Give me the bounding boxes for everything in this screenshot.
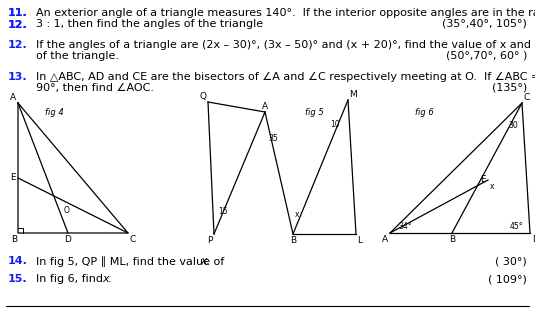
Text: B: B <box>449 235 455 244</box>
Text: fig 5: fig 5 <box>305 108 324 117</box>
Text: 30: 30 <box>508 121 518 130</box>
Text: 12.: 12. <box>8 40 28 50</box>
Text: 15.: 15. <box>8 274 28 284</box>
Text: 12.: 12. <box>8 20 28 30</box>
Text: x: x <box>295 210 300 219</box>
Text: (50°,70°, 60° ): (50°,70°, 60° ) <box>446 51 527 61</box>
Text: 15: 15 <box>218 207 227 216</box>
Text: L: L <box>357 236 362 245</box>
Text: P: P <box>207 236 212 245</box>
Text: Q: Q <box>199 92 206 101</box>
Text: 11.: 11. <box>8 8 28 18</box>
Text: x.: x. <box>201 256 211 266</box>
Text: 3 : 1, then find the angles of the triangle: 3 : 1, then find the angles of the trian… <box>36 19 263 29</box>
Text: A: A <box>382 235 388 244</box>
Text: If the angles of a triangle are (2x – 30)°, (3x – 50)° and (x + 20)°, find the v: If the angles of a triangle are (2x – 30… <box>36 40 535 50</box>
Text: E: E <box>10 173 16 183</box>
Text: ( 109°): ( 109°) <box>488 274 527 284</box>
Text: 45°: 45° <box>510 222 524 231</box>
Text: 90°, then find ∠AOC.: 90°, then find ∠AOC. <box>36 83 154 93</box>
Text: A: A <box>10 93 16 102</box>
Text: 11.: 11. <box>8 8 28 18</box>
Text: 13.: 13. <box>8 72 28 82</box>
Text: O: O <box>64 206 70 215</box>
Text: B: B <box>290 236 296 245</box>
Text: of the triangle.: of the triangle. <box>36 51 119 61</box>
Text: C: C <box>524 93 530 102</box>
Text: B: B <box>11 235 17 244</box>
Text: ( 30°): ( 30°) <box>495 256 527 266</box>
Text: x: x <box>490 182 494 191</box>
Text: An exterior angle of a triangle measures 140°.  If the interior opposite angles : An exterior angle of a triangle measures… <box>36 8 535 18</box>
Text: x.: x. <box>103 274 113 284</box>
Text: (35°,40°, 105°): (35°,40°, 105°) <box>442 19 527 29</box>
Text: fig 6: fig 6 <box>415 108 434 117</box>
Text: fig 4: fig 4 <box>45 108 64 117</box>
Text: In △ABC, AD and CE are the bisectors of ∠A and ∠C respectively meeting at O.  If: In △ABC, AD and CE are the bisectors of … <box>36 72 535 82</box>
Text: E: E <box>480 175 486 185</box>
Text: (135°): (135°) <box>492 83 527 93</box>
Text: M: M <box>349 90 357 99</box>
Text: D: D <box>65 235 72 244</box>
Text: D: D <box>532 235 535 244</box>
Text: 34°: 34° <box>398 222 411 231</box>
Text: In fig 6, find: In fig 6, find <box>36 274 106 284</box>
Text: 10: 10 <box>330 120 340 129</box>
Text: C: C <box>129 235 135 244</box>
Text: 12.: 12. <box>8 20 28 30</box>
Text: A: A <box>262 102 268 111</box>
Text: 14.: 14. <box>8 256 28 266</box>
Text: 35: 35 <box>268 134 278 143</box>
Text: In fig 5, QP ∥ ML, find the value of: In fig 5, QP ∥ ML, find the value of <box>36 256 228 267</box>
